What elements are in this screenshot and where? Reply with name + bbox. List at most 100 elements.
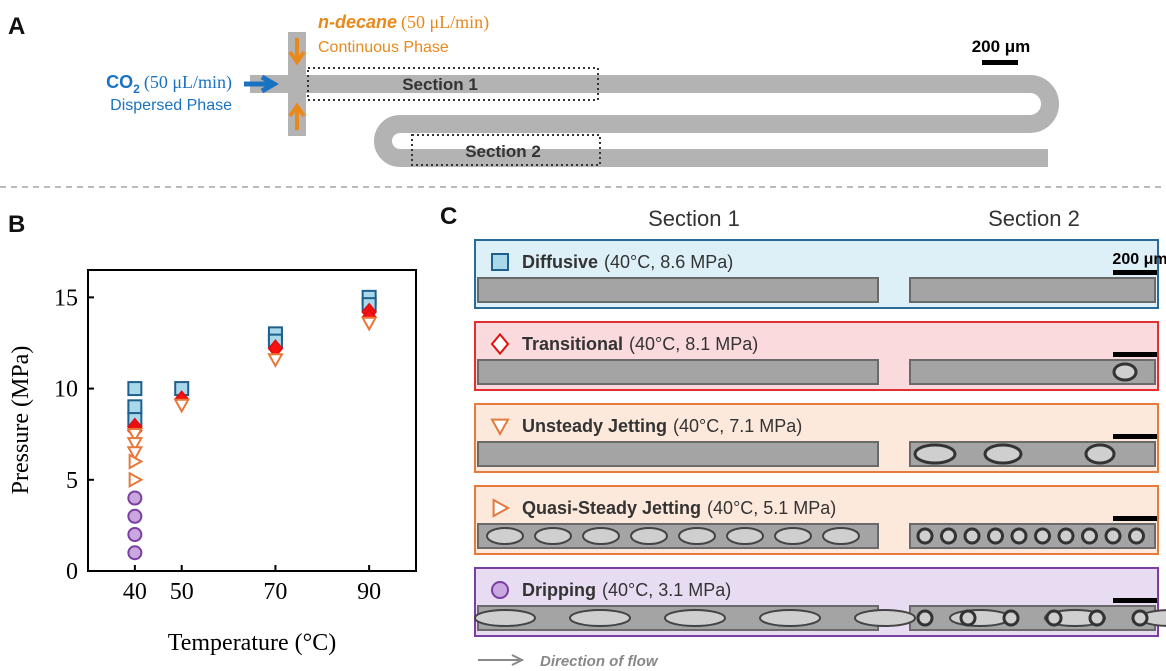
marker — [267, 353, 284, 368]
bubble — [569, 609, 631, 627]
marker — [127, 527, 143, 543]
panel-label: A — [8, 13, 25, 40]
bubble — [1084, 443, 1116, 465]
row-name: Transitional — [522, 334, 623, 354]
decane-rate: (50 μL/min) — [401, 12, 489, 33]
co2-label: CO2 (50 μL/min) — [106, 72, 232, 96]
bubble — [963, 527, 981, 545]
x-tick-label: 70 — [263, 579, 287, 605]
scale-bar — [1113, 270, 1157, 275]
y-tick-label: 10 — [54, 377, 78, 403]
bubble — [630, 527, 668, 545]
row-condition: (40°C, 5.1 MPa) — [707, 498, 836, 518]
marker — [491, 253, 509, 271]
micrograph — [477, 441, 879, 467]
arrow — [288, 102, 306, 130]
bubble — [1010, 527, 1028, 545]
bubble — [913, 443, 957, 465]
bubble — [1081, 527, 1098, 545]
y-tick-label: 0 — [66, 559, 78, 585]
section-label: Section 2 — [465, 142, 541, 161]
decane-label: n-decane (50 μL/min) — [318, 12, 489, 33]
scale-bar — [1113, 434, 1157, 439]
co2-rate: (50 μL/min) — [144, 72, 232, 93]
bubble — [678, 527, 716, 545]
co2: CO — [106, 72, 133, 92]
flow-arrow — [478, 654, 525, 666]
bubble — [983, 443, 1023, 465]
row-title: Unsteady Jetting (40°C, 7.1 MPa) — [522, 416, 802, 436]
row-title: Transitional (40°C, 8.1 MPa) — [522, 334, 758, 354]
row-condition: (40°C, 8.6 MPa) — [604, 252, 733, 272]
x-tick-label: 40 — [123, 579, 147, 605]
micrograph — [477, 277, 879, 303]
bubble — [1045, 609, 1063, 627]
bubble — [1128, 527, 1145, 545]
plot-frame — [87, 269, 417, 572]
column-header: Section 2 — [988, 206, 1080, 231]
marker — [490, 418, 510, 437]
co2-phase: Dispersed Phase — [110, 97, 232, 114]
row-title: Diffusive (40°C, 8.6 MPa) — [522, 252, 733, 272]
section-box — [307, 67, 599, 101]
bubble — [916, 609, 934, 627]
row-condition: (40°C, 7.1 MPa) — [673, 416, 802, 436]
marker — [128, 453, 144, 470]
row-condition: (40°C, 3.1 MPa) — [602, 580, 731, 600]
y-tick-label: 5 — [66, 468, 78, 494]
bubble — [486, 527, 524, 545]
flow-label: Direction of flow — [540, 653, 659, 670]
panel-label: B — [8, 211, 25, 238]
scale-label: 200 μm — [1112, 251, 1166, 268]
bubble — [949, 609, 1011, 627]
bubble — [664, 609, 726, 627]
decane: n-decane — [318, 12, 397, 32]
micrograph — [909, 605, 1156, 631]
bubble — [987, 527, 1004, 545]
bubble — [959, 609, 977, 627]
scale-bar — [1113, 598, 1157, 603]
marker — [126, 446, 144, 461]
bubble — [1002, 609, 1020, 627]
x-tick-label: 90 — [357, 579, 381, 605]
bubble — [534, 527, 572, 545]
bubble — [916, 527, 934, 545]
bubble — [774, 527, 812, 545]
bubble — [1057, 527, 1075, 545]
arrow — [244, 74, 279, 94]
row-title: Dripping (40°C, 3.1 MPa) — [522, 580, 731, 600]
marker — [491, 581, 509, 599]
marker — [127, 508, 143, 524]
section-label: Section 1 — [402, 75, 478, 94]
bubble — [474, 609, 536, 627]
y-axis-label: Pressure (MPa) — [8, 346, 34, 495]
panel-label: C — [440, 203, 457, 230]
row-condition: (40°C, 8.1 MPa) — [629, 334, 758, 354]
channel — [250, 75, 1059, 167]
bubble — [726, 527, 764, 545]
bubble — [1112, 362, 1138, 382]
marker — [173, 398, 190, 414]
marker — [127, 399, 143, 415]
marker — [127, 490, 143, 506]
bubble — [1131, 609, 1149, 627]
marker — [492, 498, 511, 518]
decane-phase: Continuous Phase — [318, 39, 449, 56]
row-name: Diffusive — [522, 252, 598, 272]
marker — [360, 316, 378, 332]
arrow — [288, 38, 306, 66]
bubble — [854, 609, 916, 627]
x-tick-label: 50 — [170, 579, 194, 605]
scale-bar — [1113, 516, 1157, 521]
x-axis-label: Temperature (°C) — [168, 630, 337, 656]
row-name: Quasi-Steady Jetting — [522, 498, 701, 518]
section-box — [411, 134, 601, 166]
bubble — [582, 527, 620, 545]
column-header: Section 1 — [648, 206, 740, 231]
y-tick-label: 15 — [54, 285, 78, 311]
bubble — [759, 609, 821, 627]
marker — [126, 437, 144, 452]
bubble — [1088, 609, 1106, 627]
marker — [128, 471, 144, 488]
